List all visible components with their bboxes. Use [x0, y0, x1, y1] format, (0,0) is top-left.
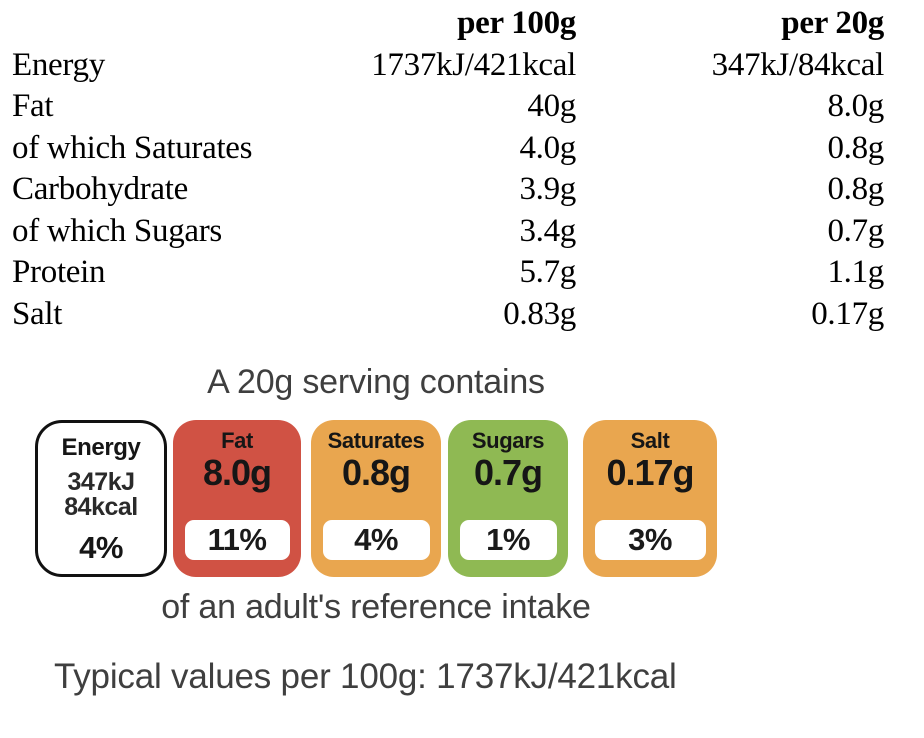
energy-percent: 4% — [79, 530, 123, 565]
nutrient-label: Salt — [12, 295, 63, 332]
per-20g-value: 0.7g — [827, 212, 884, 249]
saturates-percent: 4% — [354, 522, 398, 557]
per-20g-value: 0.17g — [811, 295, 884, 332]
salt-badge-label: Salt — [630, 428, 670, 453]
per-20g-value: 8.0g — [827, 88, 884, 124]
salt-percent: 3% — [628, 522, 672, 557]
saturates-value: 0.8g — [341, 452, 411, 493]
reference-intake-footnote: of an adult's reference intake — [161, 588, 591, 626]
nutrient-label: Energy — [12, 46, 105, 83]
nutrient-label: of which Saturates — [12, 129, 253, 166]
per-100g-value: 3.4g — [519, 212, 576, 249]
sugars-percent-box: 1% — [459, 520, 557, 560]
nutrient-label: Protein — [12, 254, 106, 290]
fat-badge-label: Fat — [221, 428, 253, 453]
nutrient-label: Fat — [12, 88, 54, 124]
per-20g-value: 0.8g — [827, 129, 884, 166]
salt-value: 0.17g — [606, 452, 694, 493]
sugars-badge: Sugars 0.7g 1% — [448, 420, 568, 577]
saturates-percent-box: 4% — [322, 520, 430, 560]
per-20g-value: 347kJ/84kcal — [711, 46, 885, 83]
per-100g-value: 0.83g — [503, 295, 576, 332]
sugars-value: 0.7g — [473, 452, 543, 493]
per-20g-value: 0.8g — [827, 171, 884, 207]
per-100g-value: 1737kJ/421kcal — [371, 46, 576, 83]
fat-percent: 11% — [207, 522, 267, 557]
sugars-percent: 1% — [486, 522, 530, 557]
traffic-light-strip: Energy 347kJ 84kcal 4% Fat 8.0g 11% Satu… — [35, 420, 717, 577]
energy-badge-label: Energy — [61, 434, 141, 461]
per-20g-value: 1.1g — [827, 254, 884, 290]
fat-badge: Fat 8.0g 11% — [173, 420, 301, 577]
header-spacer — [12, 3, 292, 45]
typical-values-note: Typical values per 100g: 1737kJ/421kcal — [54, 657, 677, 696]
energy-kcal-value: 84kcal — [64, 493, 138, 521]
saturates-badge-label: Saturates — [327, 428, 425, 453]
per-100g-value: 3.9g — [519, 171, 576, 207]
salt-badge: Salt 0.17g 3% — [583, 420, 717, 577]
saturates-badge: Saturates 0.8g 4% — [311, 420, 441, 577]
per-100g-value: 40g — [527, 88, 576, 124]
nutrition-table: per 100g per 20g Energy 1737kJ/421kcal 3… — [12, 3, 884, 335]
per-100g-value: 5.7g — [519, 254, 576, 290]
per-100g-value: 4.0g — [519, 129, 576, 166]
header-per-20g: per 20g — [781, 5, 884, 41]
nutrient-label: of which Sugars — [12, 212, 222, 249]
fat-value: 8.0g — [202, 452, 272, 493]
header-per-100g: per 100g — [457, 5, 576, 41]
salt-percent-box: 3% — [594, 520, 706, 560]
nutrient-label: Carbohydrate — [12, 171, 188, 207]
energy-badge: Energy 347kJ 84kcal 4% — [35, 420, 167, 577]
fat-percent-box: 11% — [184, 520, 290, 560]
sugars-badge-label: Sugars — [471, 428, 545, 453]
serving-heading: A 20g serving contains — [207, 363, 545, 401]
energy-kj-value: 347kJ — [67, 468, 135, 496]
